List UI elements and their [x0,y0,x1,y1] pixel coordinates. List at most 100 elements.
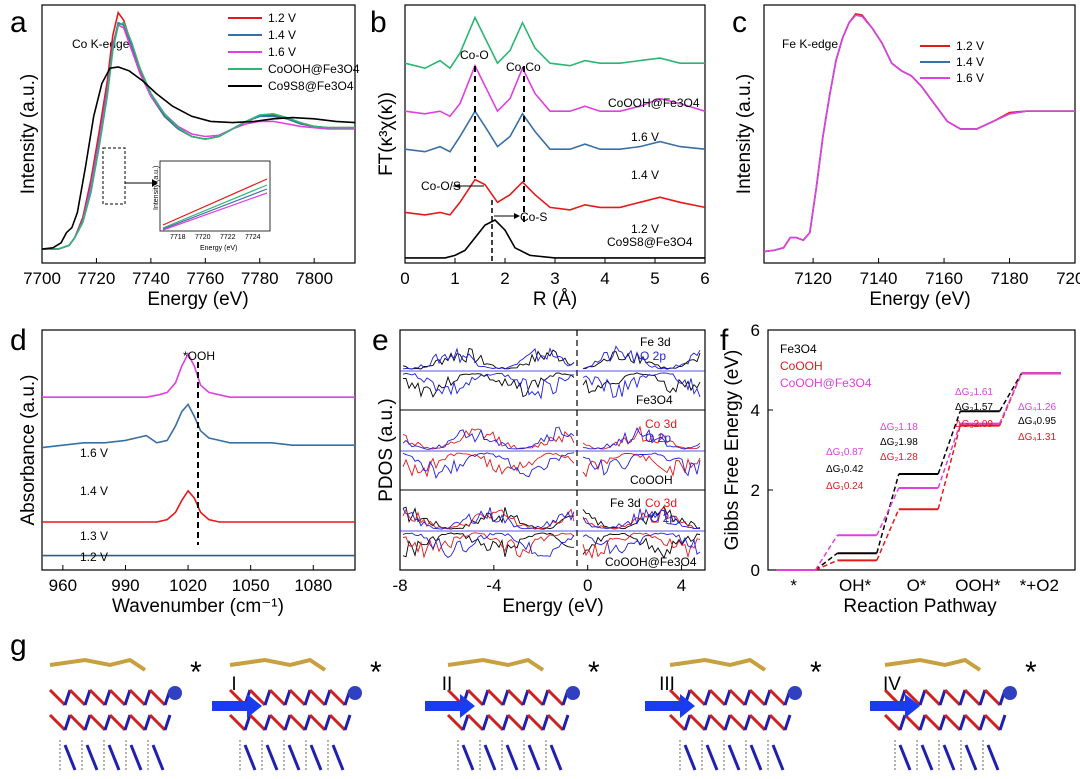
pdos-down-coooh-fe3o4-0-0 [402,532,575,558]
step-arrow-head-1 [247,694,262,718]
pdos-down-fe3o4-1-1 [582,372,701,398]
series-line-d-1-6-v [42,352,355,399]
co-atom-2 [348,686,362,700]
xtick-label-b-6: 6 [700,269,709,288]
series-line-b-co9s8-fe3o4 [405,219,705,259]
legend-label-a-coooh-fe3o4: CoOOH@Fe3O4 [268,62,360,76]
xtick-label-f-: * [790,576,797,595]
series-label-d-1-3-v: 1.3 V [80,529,108,543]
step-arrow-body-4 [870,701,905,711]
series-line-d-1-4-v [41,402,355,449]
xtick-label-b-3: 3 [550,269,559,288]
lattice-bond-red-2-1-2 [268,713,287,732]
pdos-up-coooh-fe3o4-1-0 [402,508,575,530]
lattice-bond-red-5-0-4 [963,688,982,707]
lattice-bond-red-3-1-5 [546,713,565,732]
lattice-bond-blue-3-1-0 [461,714,470,731]
lattice-bond-red-1-1-1 [68,713,87,732]
step-label-f-coooh-fe3o4-3: ΔG₄1.26 [1018,402,1056,413]
pdos-up-coooh-1-1 [582,427,701,450]
lattice-bond-red-2-0-2 [268,688,287,707]
ligand-bonds-4 [669,657,767,672]
ligand-bonds-5 [884,657,982,672]
connector-f-coooh-2 [937,425,961,510]
step-label-2: II [442,674,453,695]
xtick-label-b-0: 0 [400,269,409,288]
lattice-bond-blue-4-0-3 [743,689,752,706]
pdos-up-coooh-1-0 [402,426,575,450]
series-label-b-co9s8-fe3o4: Co9S8@Fe3O4 [607,235,693,249]
connector-f-coooh-1 [876,508,900,561]
series-labels-d: 1.6 V 1.4 V 1.3 V 1.2 V [80,446,108,564]
lattice-bond-blue-2-0-3 [303,689,312,706]
lattice-bond-red-3-1-4 [526,713,545,732]
lattice-bond-red-1-1-5 [148,713,167,732]
lower-bond-1-1 [85,744,99,771]
legend-e3-o2p: O 2p [650,511,676,525]
lattice-bond-blue-5-0-1 [918,689,927,706]
panel-g: g * * * * * I II III IV [10,629,1037,771]
inset-tick-7720: 7720 [195,234,211,241]
inset-tick-7722: 7722 [220,234,236,241]
xticks-f: * OH* O* OOH* *+O2 [790,576,1059,595]
xticks-c: 7120 7140 7160 7180 7200 [794,258,1080,288]
lattice-bond-red-5-1-2 [923,713,942,732]
connector-f-coooh-fe3o4-0 [814,534,839,571]
lattice-bond-red-3-0-1 [466,688,485,707]
lattice-bond-red-5-0-1 [903,688,922,707]
legend-label-f-coooh: CoOOH [780,359,823,373]
xtick-label-a-7700: 7700 [23,269,61,288]
pdos-up-fe3o4-1-1 [582,345,701,370]
xtick-label-f-o: O* [907,576,927,595]
lattice-bond-blue-1-0-4 [143,689,152,706]
lattice-bond-blue-4-1-4 [763,714,772,731]
connector-f-coooh-fe3o4-1 [876,487,900,536]
lattice-bond-blue-4-0-2 [723,689,732,706]
step-arrow-head-2 [460,694,475,718]
annotation-co-os: Co-O/S [421,179,461,193]
legend-label-f-coooh-fe3o4: CoOOH@Fe3O4 [780,376,872,390]
plot-frame-c [763,4,1076,264]
active-site-star-2: * [370,656,382,689]
lattice-bond-blue-5-0-3 [958,689,967,706]
lattice-bond-blue-3-0-1 [481,689,490,706]
lattice-bond-blue-1-0-0 [63,689,72,706]
panel-a: a Co K-edge 1.2 V 1.4 V 1.6 V CoOOH@Fe3O4 Co… [10,4,360,310]
lower-bond-4-0 [683,744,697,771]
lattice-bond-blue-5-0-2 [938,689,947,706]
step-label-1: I [231,674,236,695]
pdos-up-coooh-fe3o4-2-1 [582,508,701,530]
co-atom-5 [1003,686,1017,700]
lattice-bond-red-5-1-5 [983,713,1002,732]
series-label-b-1-6-v: 1.6 V [631,130,659,144]
pdos-down-coooh-1-0 [402,452,575,479]
pdos-down-coooh-0-1 [582,452,701,478]
lattice-bond-red-4-0-3 [728,688,747,707]
lattice-bond-red-1-1-2 [88,713,107,732]
xtick-label-d-1080: 1080 [294,576,332,595]
lattice-bond-blue-3-1-1 [481,714,490,731]
lattice-bond-red-1-0-0 [48,688,67,707]
lattice-bond-red-4-0-1 [688,688,707,707]
lattice-bond-red-4-1-0 [668,713,687,732]
lower-bond-2-3 [309,744,323,771]
co-atom-3 [566,686,580,700]
xtick-label-b-5: 5 [650,269,659,288]
lattice-bond-red-3-1-0 [446,713,465,732]
active-site-star-1: * [190,656,202,689]
xlabel-d: Wavenumber (cm⁻¹) [112,596,284,617]
lattice-bond-blue-2-0-2 [283,689,292,706]
lattice-bond-blue-2-1-5 [343,714,352,731]
lattice-bond-blue-5-1-5 [998,714,1007,731]
structure-3: * [446,656,600,771]
panel-label-b: b [370,6,387,39]
legend-label-a-co9s8-fe3o4: Co9S8@Fe3O4 [268,79,354,93]
lattice-bond-red-3-1-2 [486,713,505,732]
lattice-bond-red-3-1-3 [506,713,525,732]
plot-frame-e [399,329,706,571]
panel-c: c Fe K-edge 1.2 V 1.4 V 1.6 V 7120 7140 7160… [732,4,1080,310]
legend-label-a-1-6-v: 1.6 V [268,45,296,59]
pdos-down-coooh-fe3o4-1-1 [582,532,701,560]
